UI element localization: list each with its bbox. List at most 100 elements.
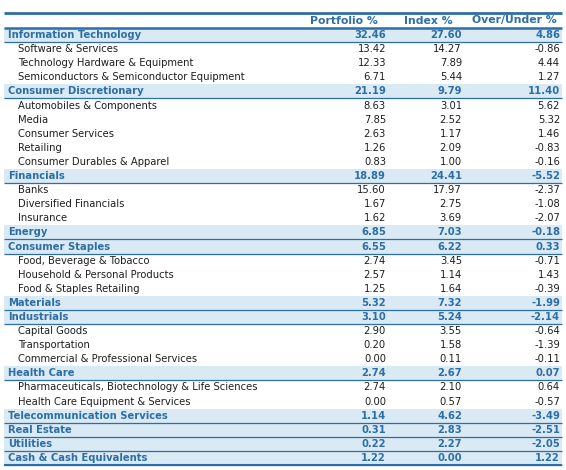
Text: 3.10: 3.10 — [361, 312, 386, 322]
Text: 32.46: 32.46 — [354, 30, 386, 40]
Text: Insurance: Insurance — [18, 213, 67, 223]
Text: -3.49: -3.49 — [531, 411, 560, 421]
Text: Industrials: Industrials — [8, 312, 68, 322]
Text: -2.14: -2.14 — [531, 312, 560, 322]
Text: 9.79: 9.79 — [438, 86, 462, 96]
Text: 1.00: 1.00 — [440, 157, 462, 167]
Text: 0.33: 0.33 — [535, 242, 560, 251]
Text: 6.71: 6.71 — [363, 72, 386, 82]
Text: 13.42: 13.42 — [358, 44, 386, 54]
Text: 1.46: 1.46 — [538, 129, 560, 139]
Bar — [4, 169, 562, 183]
Text: 2.74: 2.74 — [361, 368, 386, 378]
Text: Media: Media — [18, 115, 48, 125]
Text: Retailing: Retailing — [18, 143, 62, 153]
Bar — [4, 113, 562, 127]
Text: 2.57: 2.57 — [363, 270, 386, 280]
Text: Energy: Energy — [8, 227, 48, 237]
Bar — [4, 324, 562, 338]
Text: 6.55: 6.55 — [361, 242, 386, 251]
Text: 2.83: 2.83 — [438, 425, 462, 435]
Bar — [4, 352, 562, 366]
Bar — [4, 239, 562, 253]
Text: 3.45: 3.45 — [440, 256, 462, 266]
Text: 1.58: 1.58 — [440, 340, 462, 350]
Text: 6.22: 6.22 — [438, 242, 462, 251]
Text: Health Care: Health Care — [8, 368, 75, 378]
Bar — [4, 423, 562, 437]
Text: -2.07: -2.07 — [534, 213, 560, 223]
Text: 2.67: 2.67 — [438, 368, 462, 378]
Text: 2.74: 2.74 — [364, 383, 386, 392]
Text: Pharmaceuticals, Biotechnology & Life Sciences: Pharmaceuticals, Biotechnology & Life Sc… — [18, 383, 258, 392]
Text: -5.52: -5.52 — [531, 171, 560, 181]
Text: 0.31: 0.31 — [361, 425, 386, 435]
Text: 4.86: 4.86 — [535, 30, 560, 40]
Bar — [4, 437, 562, 451]
Bar — [4, 155, 562, 169]
Bar — [4, 141, 562, 155]
Text: 1.22: 1.22 — [361, 453, 386, 463]
Text: 3.01: 3.01 — [440, 101, 462, 110]
Text: 0.57: 0.57 — [440, 397, 462, 407]
Text: -0.11: -0.11 — [534, 354, 560, 364]
Text: Consumer Services: Consumer Services — [18, 129, 114, 139]
Text: Telecommunication Services: Telecommunication Services — [8, 411, 168, 421]
Text: 1.14: 1.14 — [361, 411, 386, 421]
Text: -0.16: -0.16 — [534, 157, 560, 167]
Text: 1.62: 1.62 — [363, 213, 386, 223]
Text: -2.37: -2.37 — [534, 185, 560, 195]
Text: Index %: Index % — [404, 16, 452, 25]
Bar — [4, 366, 562, 380]
Text: Semiconductors & Semiconductor Equipment: Semiconductors & Semiconductor Equipment — [18, 72, 245, 82]
Bar — [4, 70, 562, 85]
Text: Portfolio %: Portfolio % — [310, 16, 378, 25]
Text: 14.27: 14.27 — [434, 44, 462, 54]
Text: 27.60: 27.60 — [431, 30, 462, 40]
Text: 0.20: 0.20 — [364, 340, 386, 350]
Text: 1.17: 1.17 — [440, 129, 462, 139]
Text: 2.63: 2.63 — [364, 129, 386, 139]
Text: Information Technology: Information Technology — [8, 30, 141, 40]
Text: 0.00: 0.00 — [364, 397, 386, 407]
Text: -0.57: -0.57 — [534, 397, 560, 407]
Text: 5.44: 5.44 — [440, 72, 462, 82]
Text: 11.40: 11.40 — [528, 86, 560, 96]
Text: 1.25: 1.25 — [363, 284, 386, 294]
Text: 21.19: 21.19 — [354, 86, 386, 96]
Text: -0.64: -0.64 — [534, 326, 560, 336]
Bar — [4, 197, 562, 211]
Bar — [4, 282, 562, 296]
Text: Cash & Cash Equivalents: Cash & Cash Equivalents — [8, 453, 147, 463]
Text: 5.32: 5.32 — [538, 115, 560, 125]
Bar — [4, 310, 562, 324]
Text: Health Care Equipment & Services: Health Care Equipment & Services — [18, 397, 191, 407]
Text: -2.05: -2.05 — [531, 439, 560, 449]
Bar — [4, 253, 562, 267]
Text: 1.14: 1.14 — [440, 270, 462, 280]
Text: Over/Under %: Over/Under % — [471, 16, 556, 25]
Text: -0.83: -0.83 — [534, 143, 560, 153]
Text: 2.75: 2.75 — [440, 199, 462, 209]
Bar — [4, 28, 562, 42]
Text: 2.10: 2.10 — [440, 383, 462, 392]
Text: 17.97: 17.97 — [433, 185, 462, 195]
Text: 6.85: 6.85 — [361, 227, 386, 237]
Text: 1.43: 1.43 — [538, 270, 560, 280]
Bar — [4, 85, 562, 99]
Bar — [4, 338, 562, 352]
Text: Consumer Staples: Consumer Staples — [8, 242, 110, 251]
Text: 5.32: 5.32 — [361, 298, 386, 308]
Text: 1.26: 1.26 — [363, 143, 386, 153]
Text: Consumer Durables & Apparel: Consumer Durables & Apparel — [18, 157, 169, 167]
Text: Food & Staples Retailing: Food & Staples Retailing — [18, 284, 140, 294]
Text: 1.22: 1.22 — [535, 453, 560, 463]
Bar — [4, 42, 562, 56]
Text: 0.83: 0.83 — [364, 157, 386, 167]
Text: 2.27: 2.27 — [438, 439, 462, 449]
Text: Utilities: Utilities — [8, 439, 52, 449]
Text: 4.44: 4.44 — [538, 58, 560, 68]
Text: Materials: Materials — [8, 298, 61, 308]
Bar — [4, 394, 562, 408]
Text: Technology Hardware & Equipment: Technology Hardware & Equipment — [18, 58, 194, 68]
